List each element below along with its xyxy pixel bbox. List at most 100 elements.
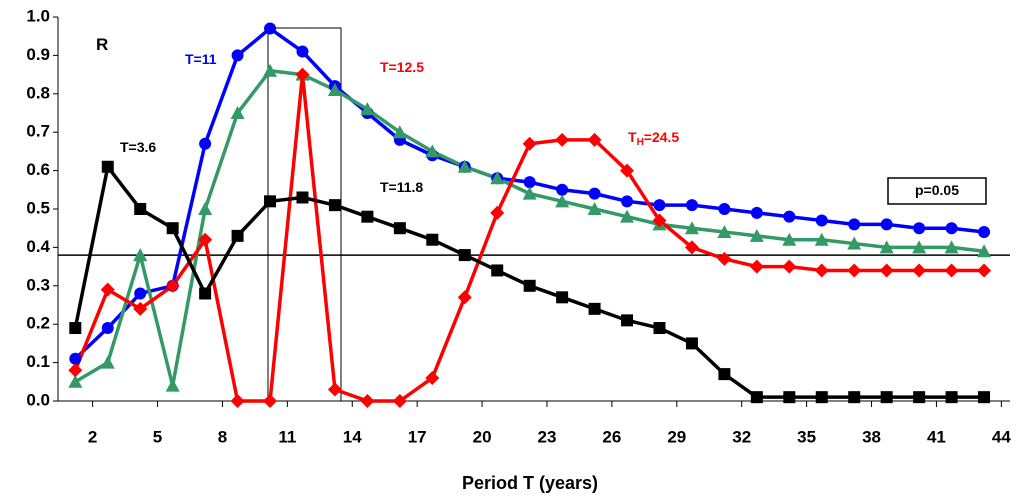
annotation-text: T xyxy=(628,129,637,145)
marker xyxy=(621,195,634,208)
marker xyxy=(588,187,601,200)
marker xyxy=(134,203,147,215)
marker xyxy=(100,282,115,297)
y-tick-label: 1.0 xyxy=(26,6,50,25)
y-tick-label: 0.5 xyxy=(26,198,50,217)
marker xyxy=(815,391,828,404)
marker xyxy=(588,302,601,315)
marker xyxy=(782,232,797,246)
marker xyxy=(621,314,634,327)
marker xyxy=(231,229,244,242)
marker xyxy=(69,352,82,365)
y-tick-label: 0.8 xyxy=(26,83,50,102)
marker xyxy=(263,394,278,408)
annotation: T=12.5 xyxy=(380,59,424,75)
marker xyxy=(587,202,602,215)
annotation-text: T=11.8 xyxy=(380,179,423,195)
marker xyxy=(978,226,991,239)
x-tick-label: 44 xyxy=(992,427,1011,446)
marker xyxy=(523,176,536,189)
marker xyxy=(230,106,245,119)
annotation-text: T=12.5 xyxy=(380,59,424,75)
annotation: R xyxy=(96,35,108,54)
marker xyxy=(556,291,569,304)
marker xyxy=(101,160,114,173)
marker xyxy=(264,195,277,208)
x-tick-label: 11 xyxy=(278,427,296,446)
marker xyxy=(523,279,536,292)
marker xyxy=(848,391,861,404)
marker xyxy=(69,322,82,335)
marker xyxy=(296,45,309,58)
marker xyxy=(360,102,375,116)
marker xyxy=(165,278,180,293)
marker xyxy=(587,132,602,147)
x-tick-label: 20 xyxy=(473,427,492,446)
x-tick-label: 29 xyxy=(667,427,686,446)
annotation-text: T=3.6 xyxy=(120,139,156,155)
x-tick-label: 26 xyxy=(602,427,621,446)
marker xyxy=(392,125,407,139)
marker xyxy=(198,202,213,215)
marker xyxy=(782,259,797,274)
x-tick-label: 2 xyxy=(88,427,97,446)
x-tick-label: 5 xyxy=(153,427,162,446)
marker xyxy=(166,222,179,235)
marker xyxy=(685,337,698,350)
marker xyxy=(977,263,992,278)
marker xyxy=(717,251,732,266)
marker xyxy=(360,394,375,408)
marker xyxy=(426,233,439,246)
annotation: T=3.6 xyxy=(120,139,156,155)
marker xyxy=(264,22,277,35)
x-tick-label: 14 xyxy=(343,427,362,446)
marker xyxy=(684,221,699,235)
series-line xyxy=(74,69,985,388)
marker xyxy=(133,301,148,316)
marker xyxy=(685,199,698,212)
x-tick-label: 17 xyxy=(408,427,427,446)
y-tick-label: 0.6 xyxy=(26,160,50,179)
marker xyxy=(361,210,374,223)
marker xyxy=(653,199,666,212)
y-tick-label: 0.1 xyxy=(26,352,50,371)
x-tick-label: 41 xyxy=(927,427,946,446)
annotation-suffix: =24.5 xyxy=(644,129,680,145)
marker xyxy=(848,218,861,231)
annotation: T=11.8 xyxy=(380,179,423,195)
marker xyxy=(718,368,731,381)
marker xyxy=(425,370,440,385)
marker xyxy=(328,199,341,212)
marker xyxy=(522,136,537,151)
marker xyxy=(491,264,504,277)
x-tick-label: 38 xyxy=(862,427,881,446)
y-tick-label: 0.7 xyxy=(26,122,50,141)
marker xyxy=(847,263,862,278)
marker xyxy=(944,263,959,278)
x-axis-title: Period T (years) xyxy=(462,473,598,493)
marker xyxy=(652,213,667,228)
x-tick-label: 35 xyxy=(797,427,816,446)
y-tick-label: 0.2 xyxy=(26,314,50,333)
marker xyxy=(327,382,342,397)
marker xyxy=(945,222,958,235)
marker xyxy=(458,249,471,262)
marker xyxy=(717,225,732,239)
marker xyxy=(457,159,472,173)
marker xyxy=(556,183,569,196)
marker xyxy=(913,222,926,235)
annotation-subscript: H xyxy=(637,137,644,148)
marker xyxy=(978,391,991,404)
y-tick-label: 0.3 xyxy=(26,275,50,294)
marker xyxy=(457,290,472,305)
marker xyxy=(392,394,407,408)
marker xyxy=(101,322,114,335)
marker xyxy=(198,232,213,247)
annotation-text: T=11 xyxy=(185,51,217,67)
x-tick-label: 8 xyxy=(218,427,227,446)
marker xyxy=(879,240,894,254)
marker xyxy=(945,391,958,404)
annotation: p=0.05 xyxy=(915,182,959,198)
marker xyxy=(749,228,764,242)
marker xyxy=(750,206,763,219)
